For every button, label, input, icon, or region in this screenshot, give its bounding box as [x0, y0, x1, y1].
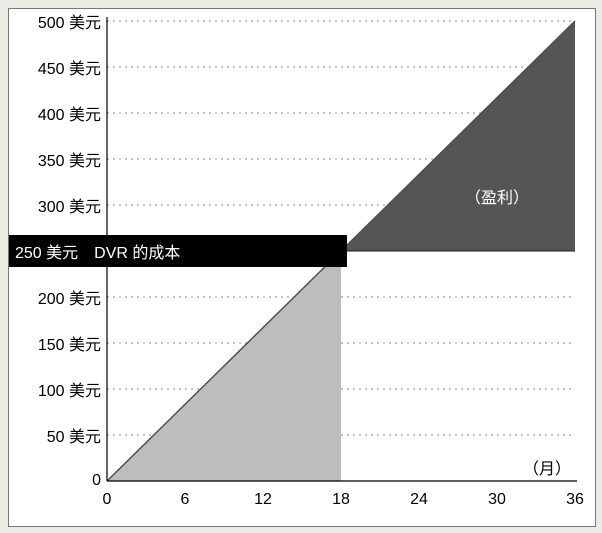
- x-tick-label: 36: [566, 491, 584, 509]
- y-tick-label: 0: [21, 472, 101, 490]
- x-tick-label: 12: [254, 491, 272, 509]
- profit-label: （盈利）: [465, 184, 529, 208]
- y-tick-label: 450 美元: [21, 55, 101, 79]
- y-tick-label: 200 美元: [21, 285, 101, 309]
- x-tick-label: 6: [181, 491, 190, 509]
- y-tick-label: 150 美元: [21, 331, 101, 355]
- breakeven-callout: 250 美元 DVR 的成本: [9, 235, 347, 267]
- x-tick-label: 18: [332, 491, 350, 509]
- chart-frame: 050 美元100 美元150 美元200 美元250 美元300 美元350 …: [8, 8, 596, 527]
- x-axis-title: （月）: [523, 455, 571, 479]
- y-tick-label: 500 美元: [21, 9, 101, 33]
- y-tick-label: 50 美元: [21, 423, 101, 447]
- y-tick-label: 300 美元: [21, 193, 101, 217]
- breakeven-chart: [9, 9, 595, 526]
- x-tick-label: 24: [410, 491, 428, 509]
- x-tick-label: 0: [103, 491, 112, 509]
- y-tick-label: 350 美元: [21, 147, 101, 171]
- x-tick-label: 30: [488, 491, 506, 509]
- y-tick-label: 400 美元: [21, 101, 101, 125]
- loss-label: （亏本）: [205, 299, 269, 323]
- y-tick-label: 100 美元: [21, 377, 101, 401]
